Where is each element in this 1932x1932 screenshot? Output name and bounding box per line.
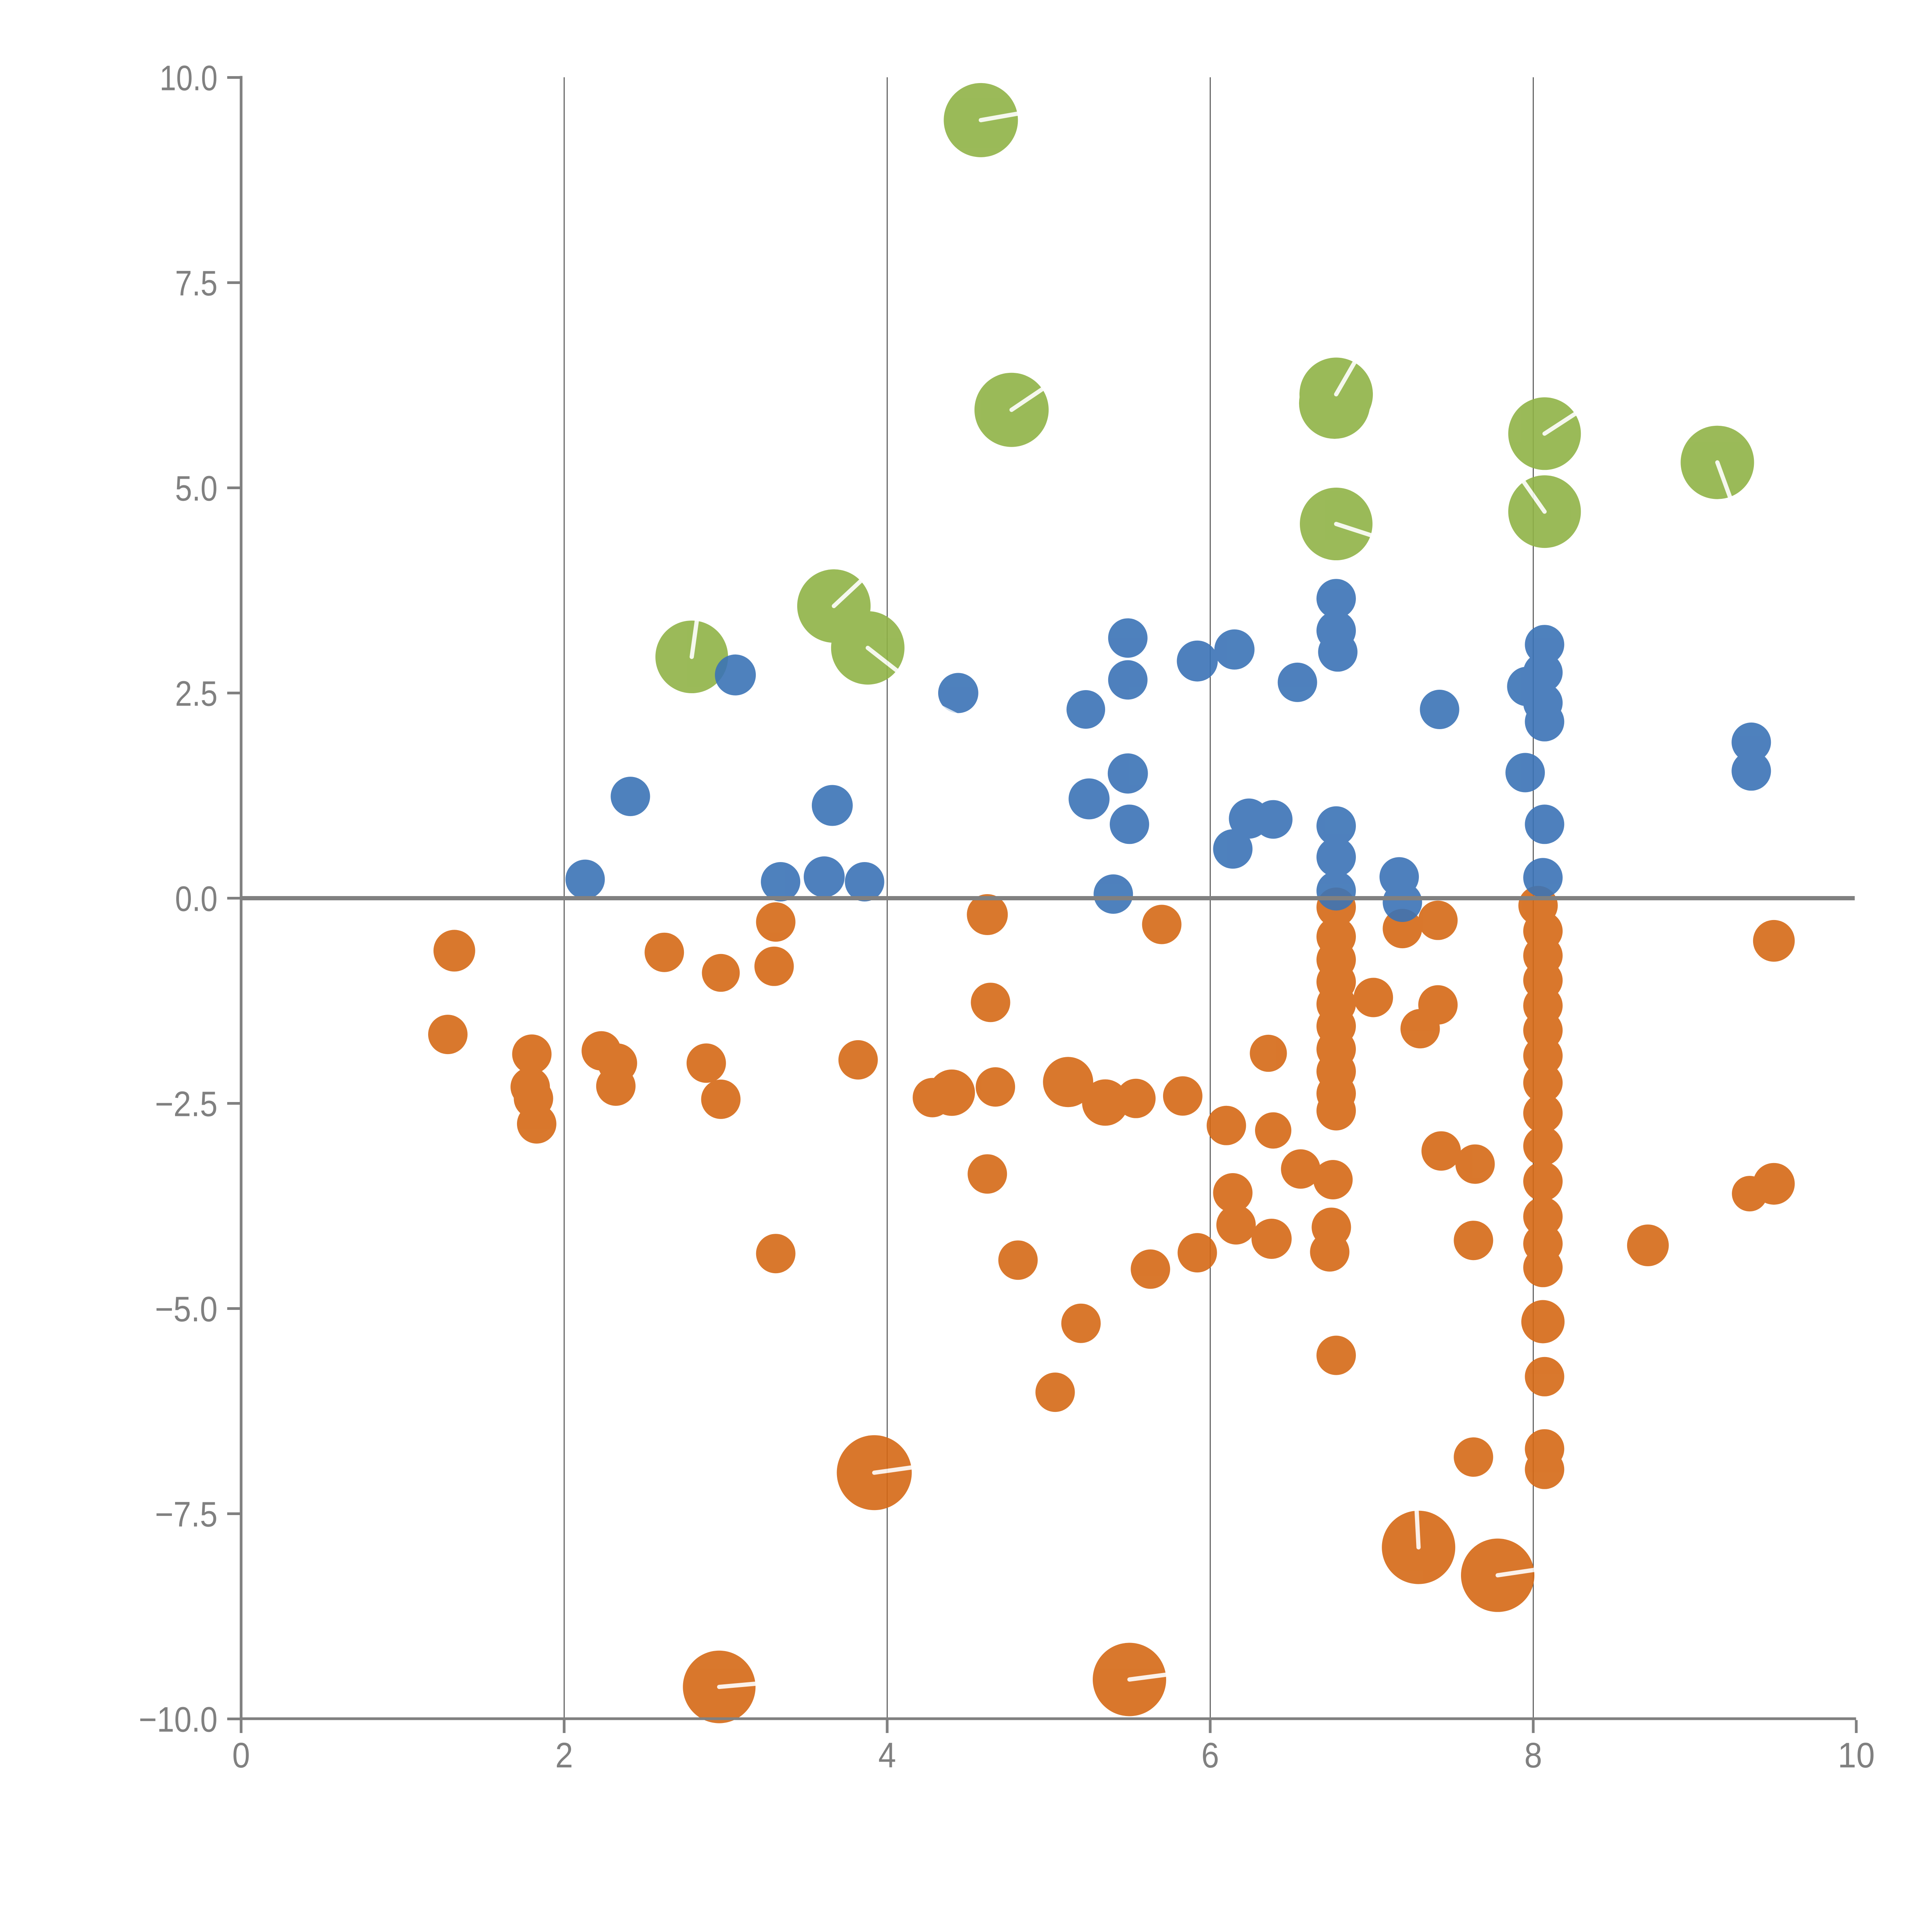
svg-text:10: 10 xyxy=(1838,1736,1875,1775)
svg-text:−10.0: −10.0 xyxy=(139,1700,218,1740)
svg-text:−5.0: −5.0 xyxy=(155,1290,218,1329)
svg-text:5.0: 5.0 xyxy=(175,469,218,509)
svg-text:−7.5: −7.5 xyxy=(155,1495,218,1534)
svg-text:0.0: 0.0 xyxy=(175,879,218,919)
svg-text:2.5: 2.5 xyxy=(175,674,218,714)
svg-text:7.5: 7.5 xyxy=(175,264,218,303)
svg-text:4: 4 xyxy=(878,1736,896,1775)
svg-text:10.0: 10.0 xyxy=(160,59,218,98)
svg-text:6: 6 xyxy=(1201,1736,1219,1775)
svg-text:0: 0 xyxy=(232,1736,250,1775)
svg-text:−2.5: −2.5 xyxy=(155,1085,218,1124)
svg-text:2: 2 xyxy=(555,1736,573,1775)
svg-text:8: 8 xyxy=(1524,1736,1542,1775)
